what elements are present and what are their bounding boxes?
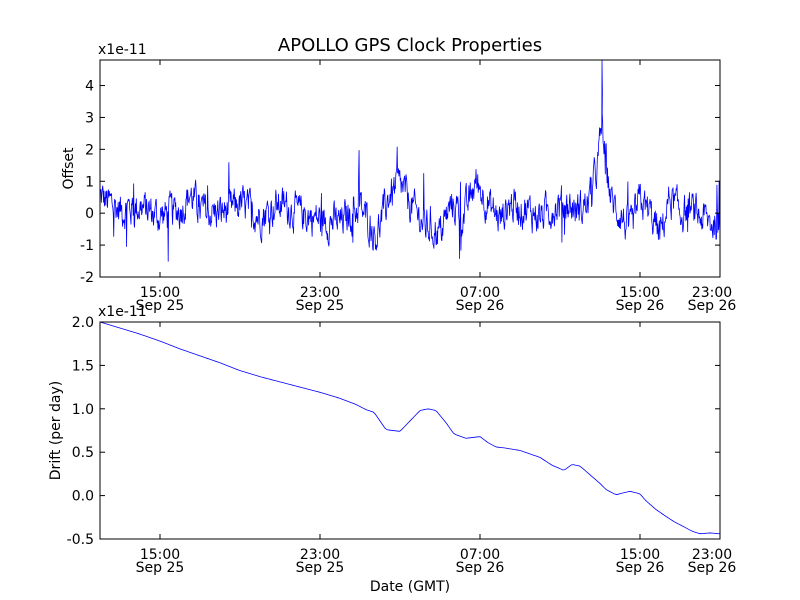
y-tick-label: 2 [85, 142, 94, 158]
x-tick-date-label: Sep 25 [136, 560, 185, 576]
x-tick-date-label: Sep 26 [616, 560, 665, 576]
x-tick-date-label: Sep 26 [456, 298, 505, 314]
y-tick-label: 1.0 [72, 402, 94, 418]
chart-title: APOLLO GPS Clock Properties [278, 35, 542, 56]
axes-frame [99, 321, 721, 540]
y-axis-label: Offset [61, 147, 77, 190]
y-tick-label: -1 [80, 238, 94, 254]
x-tick-time-label: 15:00 [620, 547, 660, 563]
x-tick-time-label: 07:00 [460, 285, 500, 301]
y-multiplier-label: x1e-11 [98, 42, 147, 58]
x-tick-time-label: 23:00 [692, 547, 732, 563]
x-tick-date-label: Sep 26 [688, 298, 737, 314]
x-tick-time-label: 15:00 [620, 285, 660, 301]
y-tick-label: 0 [85, 206, 94, 222]
series-line-offset [100, 60, 720, 262]
x-tick-date-label: Sep 26 [616, 298, 665, 314]
y-tick-label: 1.5 [72, 358, 94, 374]
x-axis-label: Date (GMT) [370, 579, 450, 595]
series-line-drift [100, 322, 720, 535]
x-tick-time-label: 23:00 [300, 547, 340, 563]
y-tick-label: 0.5 [72, 445, 94, 461]
y-tick-label: 1 [85, 174, 94, 190]
x-tick-time-label: 07:00 [460, 547, 500, 563]
x-tick-time-label: 23:00 [300, 285, 340, 301]
x-tick-date-label: Sep 25 [296, 560, 345, 576]
x-tick-date-label: Sep 25 [136, 298, 185, 314]
x-tick-date-label: Sep 26 [456, 560, 505, 576]
y-multiplier-label: x1e-11 [98, 304, 147, 320]
y-axis-label: Drift (per day) [48, 381, 64, 480]
x-tick-date-label: Sep 25 [296, 298, 345, 314]
y-tick-label: -2 [80, 270, 94, 286]
x-tick-time-label: 15:00 [140, 547, 180, 563]
y-tick-label: 2.0 [72, 315, 94, 331]
y-tick-label: 0.0 [72, 489, 94, 505]
x-tick-time-label: 15:00 [140, 285, 180, 301]
y-tick-label: -0.5 [67, 532, 94, 548]
y-tick-label: 4 [85, 79, 94, 95]
x-tick-date-label: Sep 26 [688, 560, 737, 576]
axes-frame [99, 59, 721, 278]
x-tick-time-label: 23:00 [692, 285, 732, 301]
y-tick-label: 3 [85, 110, 94, 126]
